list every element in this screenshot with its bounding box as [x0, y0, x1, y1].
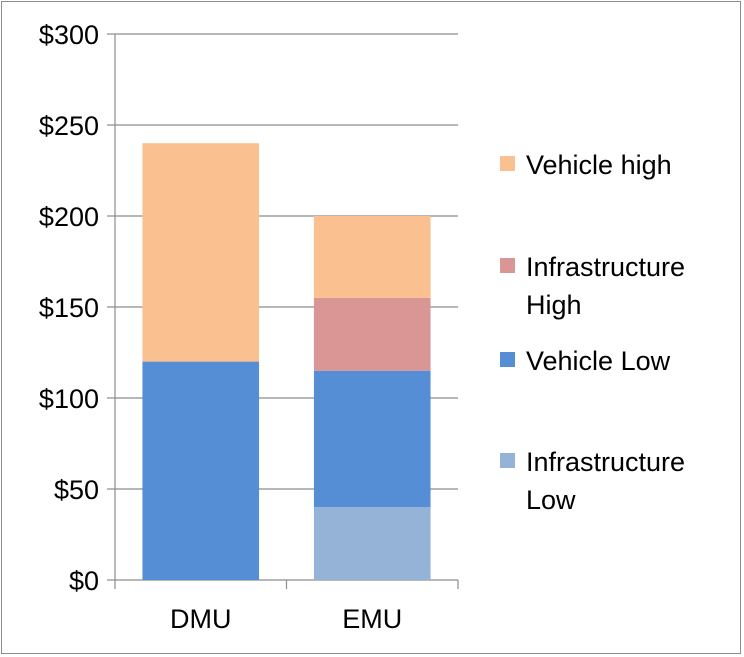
bar-segment [313, 216, 431, 298]
x-category-label: DMU [170, 604, 232, 634]
legend-label-line2: High [526, 290, 582, 320]
y-tick-label: $0 [69, 566, 99, 596]
bar-segment [313, 297, 431, 371]
legend-label: Vehicle high [526, 150, 672, 180]
x-category-label: EMU [342, 604, 402, 634]
legend-label: Infrastructure [526, 447, 685, 477]
y-tick-label: $50 [54, 475, 99, 505]
legend-label-line2: Low [526, 485, 576, 515]
legend-label: Infrastructure [526, 252, 685, 282]
legend-swatch [500, 258, 515, 273]
legend-label: Vehicle Low [526, 346, 671, 376]
legend-swatch [500, 352, 515, 367]
y-tick-label: $150 [39, 293, 99, 323]
bar-segment [142, 143, 260, 362]
y-tick-label: $250 [39, 111, 99, 141]
legend-swatch [500, 156, 515, 171]
y-tick-label: $100 [39, 384, 99, 414]
bar-segment [313, 370, 431, 508]
y-tick-label: $300 [39, 20, 99, 50]
bar-segment [142, 361, 260, 580]
y-tick-label: $200 [39, 202, 99, 232]
bar-segment [313, 507, 431, 580]
legend-swatch [500, 453, 515, 468]
